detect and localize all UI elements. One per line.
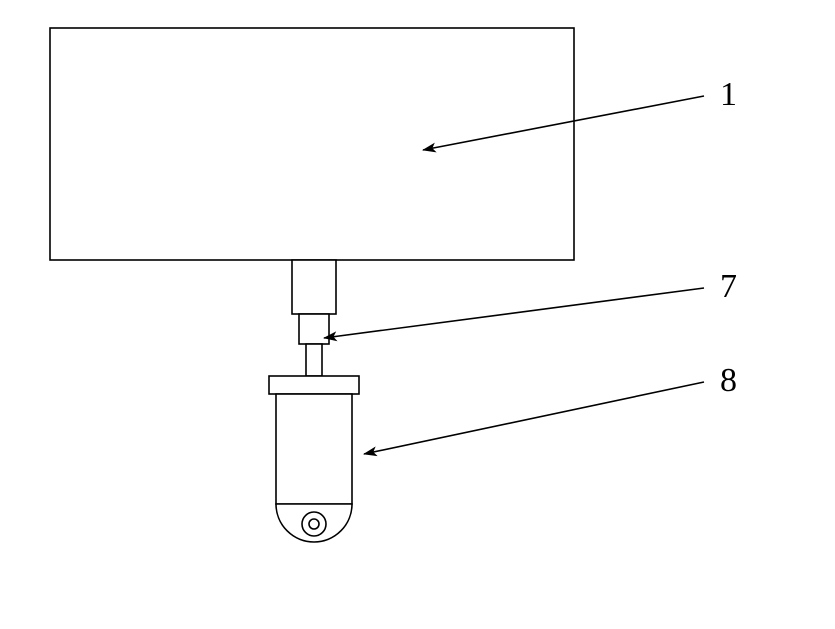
callout-label-7: 7 <box>720 268 737 306</box>
leader-line-7 <box>324 288 704 338</box>
camera-cap <box>269 376 359 394</box>
leader-line-1 <box>423 96 704 150</box>
callout-label-1: 1 <box>720 76 737 114</box>
technical-drawing <box>0 0 835 629</box>
leader-lines <box>324 96 704 454</box>
housing-box <box>50 28 574 260</box>
connector-segment <box>299 314 329 344</box>
connector-segment <box>306 344 322 376</box>
camera-assembly <box>269 376 359 542</box>
leader-line-8 <box>364 382 704 454</box>
callout-label-8: 8 <box>720 362 737 400</box>
connector-segment <box>292 260 336 314</box>
connector-shaft <box>292 260 336 376</box>
camera-body <box>276 394 352 504</box>
